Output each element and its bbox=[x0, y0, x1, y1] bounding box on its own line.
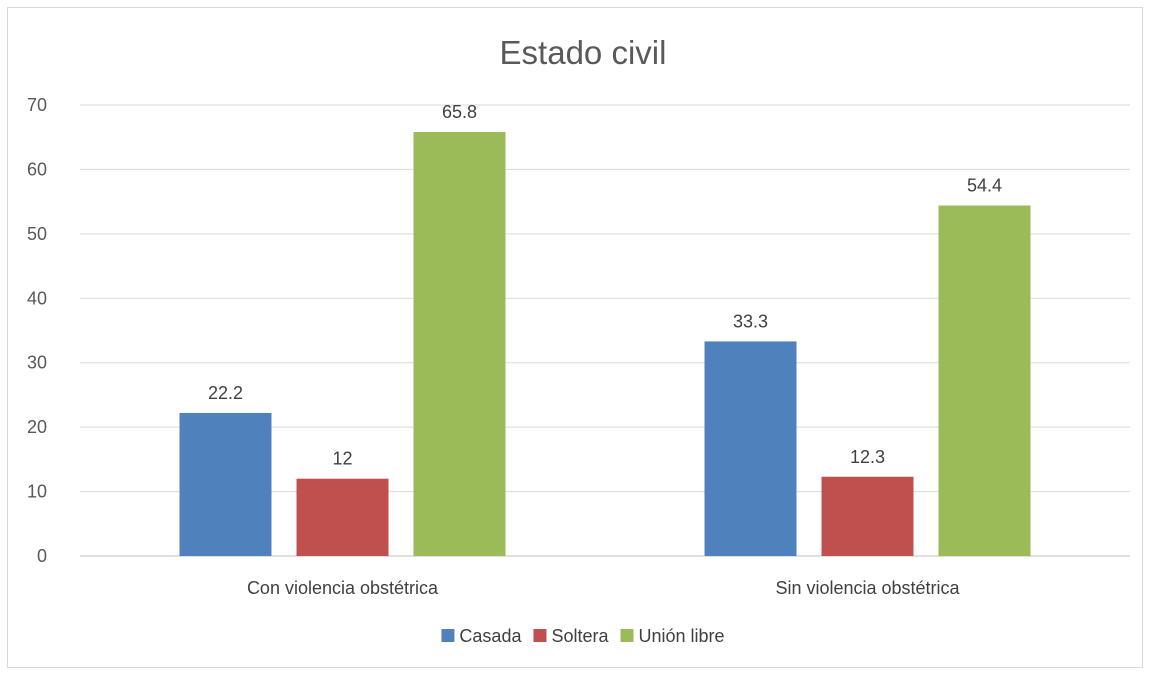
bar bbox=[179, 412, 272, 556]
y-tick-label: 0 bbox=[37, 546, 47, 566]
data-label: 12 bbox=[332, 449, 352, 469]
bar bbox=[296, 478, 389, 556]
bar bbox=[413, 132, 506, 556]
y-tick-label: 60 bbox=[27, 159, 47, 179]
x-axis-categories: Con violencia obstétrica Sin violencia ob… bbox=[247, 578, 961, 598]
x-category-label: Sin violencia obstétrica bbox=[775, 578, 960, 598]
bars bbox=[179, 132, 1031, 556]
legend-label: Unión libre bbox=[639, 626, 725, 646]
data-label: 54.4 bbox=[967, 176, 1002, 196]
x-category-label: Con violencia obstétrica bbox=[247, 578, 439, 598]
y-axis-ticks: 0 10 20 30 40 50 60 70 bbox=[27, 95, 47, 566]
legend-swatch bbox=[533, 629, 547, 642]
y-tick-label: 20 bbox=[27, 417, 47, 437]
bar bbox=[938, 205, 1031, 556]
data-label: 12.3 bbox=[850, 447, 885, 467]
data-labels: 22.2 12 65.8 33.3 12.3 54.4 bbox=[208, 102, 1002, 469]
y-tick-label: 10 bbox=[27, 482, 47, 502]
bar bbox=[821, 476, 914, 556]
y-tick-label: 30 bbox=[27, 353, 47, 373]
chart-frame bbox=[7, 7, 1143, 668]
legend-swatch bbox=[620, 629, 634, 642]
data-label: 22.2 bbox=[208, 383, 243, 403]
chart-title: Estado civil bbox=[500, 34, 667, 71]
data-label: 33.3 bbox=[733, 311, 768, 331]
y-tick-label: 40 bbox=[27, 288, 47, 308]
data-label: 65.8 bbox=[442, 102, 477, 122]
legend-swatch bbox=[441, 629, 455, 642]
legend-label: Soltera bbox=[551, 626, 609, 646]
legend-label: Casada bbox=[459, 626, 522, 646]
y-tick-label: 70 bbox=[27, 95, 47, 115]
legend: Casada Soltera Unión libre bbox=[441, 626, 725, 646]
bar bbox=[704, 341, 797, 556]
y-tick-label: 50 bbox=[27, 224, 47, 244]
